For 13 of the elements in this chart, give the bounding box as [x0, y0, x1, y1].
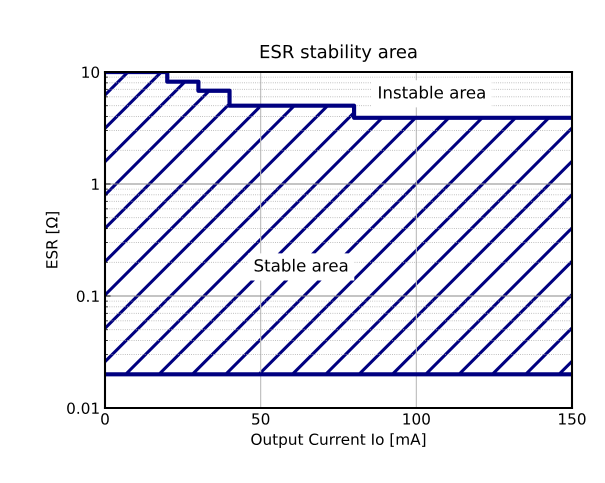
x-tick-label: 50	[252, 413, 270, 425]
y-tick-label: 0.01	[67, 402, 99, 414]
chart-title: ESR stability area	[260, 44, 416, 62]
annotation: Stable area	[254, 258, 348, 272]
y-tick-label: 1	[92, 178, 99, 190]
annotation: Instable area	[379, 86, 485, 99]
y-tick-label: 10	[82, 66, 100, 78]
x-axis-title: Output Current Io [mA]	[251, 433, 426, 448]
y-axis-title: ESR [Ω]	[46, 212, 60, 268]
y-tick-label: 0.1	[76, 290, 99, 302]
x-tick-label: 0	[101, 413, 109, 425]
x-tick-label: 150	[559, 413, 586, 425]
x-tick-label: 100	[403, 413, 430, 425]
